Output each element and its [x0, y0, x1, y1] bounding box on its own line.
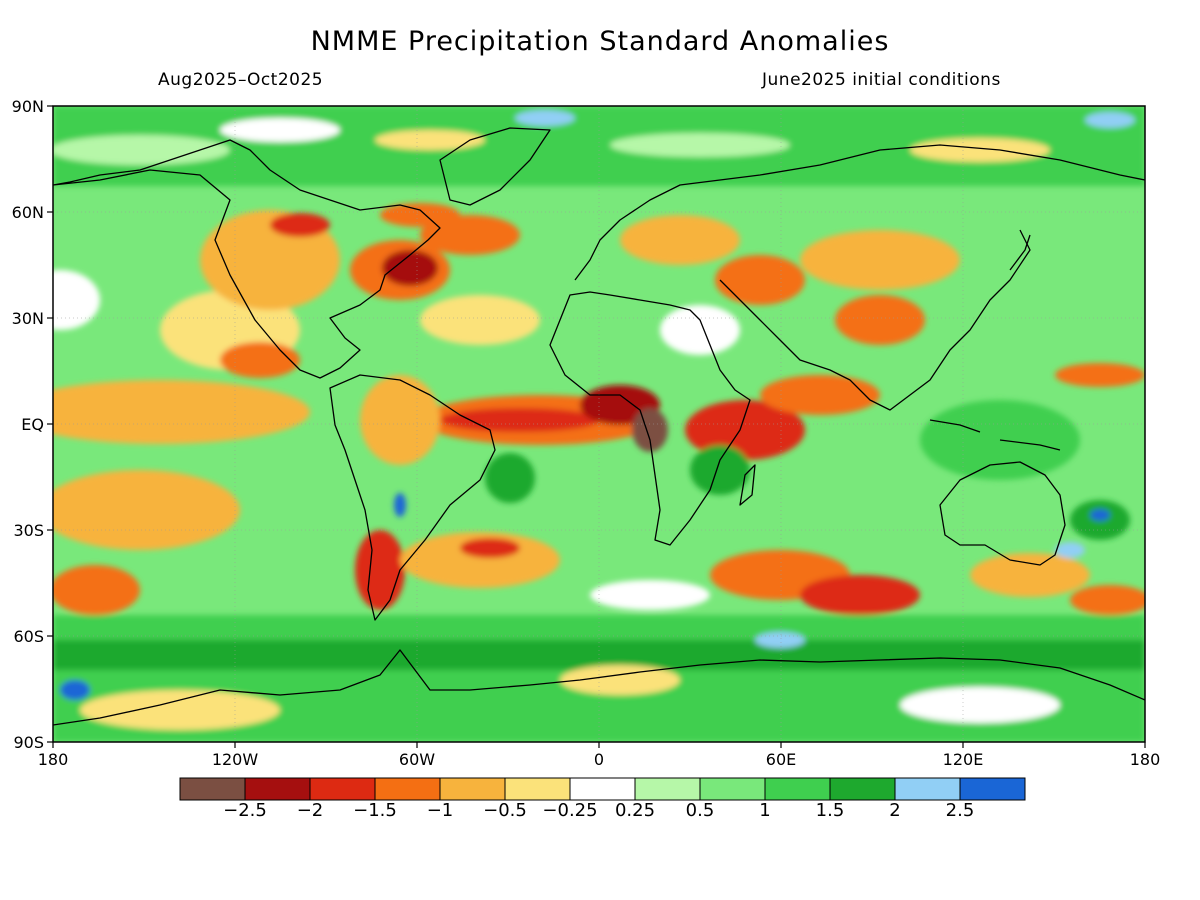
lon-label-120w: 120W — [211, 750, 259, 769]
lon-label-120e: 120E — [942, 750, 984, 769]
colorbar-tick-label: 2.5 — [945, 800, 975, 821]
colorbar-tick-label: −0.5 — [483, 800, 527, 821]
colorbar-swatch — [764, 777, 831, 801]
lon-label-60e: 60E — [765, 750, 797, 769]
initial-conditions-label: June2025 initial conditions — [762, 70, 1001, 90]
lat-label-60n: 60N — [11, 203, 44, 222]
colorbar-tick-label: −1.5 — [353, 800, 397, 821]
colorbar-swatch — [829, 777, 896, 801]
colorbar-swatch — [894, 777, 961, 801]
colorbar-tick-label: −1 — [426, 800, 454, 821]
forecast-period: Aug2025–Oct2025 — [158, 70, 324, 90]
axis-ticks — [47, 105, 1146, 748]
map-title: NMME Precipitation Standard Anomalies — [310, 26, 890, 57]
colorbar-tick-label: 1.5 — [815, 800, 845, 821]
colorbar-swatch — [569, 777, 636, 801]
colorbar-tick-label: 1 — [759, 800, 771, 821]
lat-label-30n: 30N — [11, 309, 44, 328]
lat-label-90n: 90N — [11, 97, 44, 116]
lon-label-180w: 180 — [37, 750, 69, 769]
colorbar — [179, 777, 1026, 801]
colorbar-swatch — [179, 777, 246, 801]
colorbar-tick-label: −2.5 — [223, 800, 267, 821]
lon-label-60w: 60W — [398, 750, 436, 769]
anomaly-field — [53, 106, 1145, 742]
colorbar-swatch — [634, 777, 701, 801]
lat-label-30s: 30S — [13, 521, 44, 540]
colorbar-swatch — [439, 777, 506, 801]
colorbar-tick-label: 2 — [889, 800, 901, 821]
coastlines — [53, 127, 1145, 726]
colorbar-swatch — [244, 777, 311, 801]
colorbar-tick-label: −0.25 — [542, 800, 598, 821]
lat-label-90s: 90S — [13, 733, 44, 752]
colorbar-tick-label: −2 — [296, 800, 324, 821]
colorbar-tick-label: 0.25 — [614, 800, 656, 821]
colorbar-swatch — [504, 777, 571, 801]
colorbar-swatch — [699, 777, 766, 801]
lon-label-180e: 180 — [1129, 750, 1161, 769]
lon-label-0: 0 — [593, 750, 605, 769]
colorbar-tick-label: 0.5 — [685, 800, 715, 821]
colorbar-swatch — [959, 777, 1026, 801]
colorbar-swatch — [309, 777, 376, 801]
lat-label-60s: 60S — [13, 627, 44, 646]
lat-label-eq: EQ — [21, 415, 44, 434]
colorbar-swatch — [374, 777, 441, 801]
